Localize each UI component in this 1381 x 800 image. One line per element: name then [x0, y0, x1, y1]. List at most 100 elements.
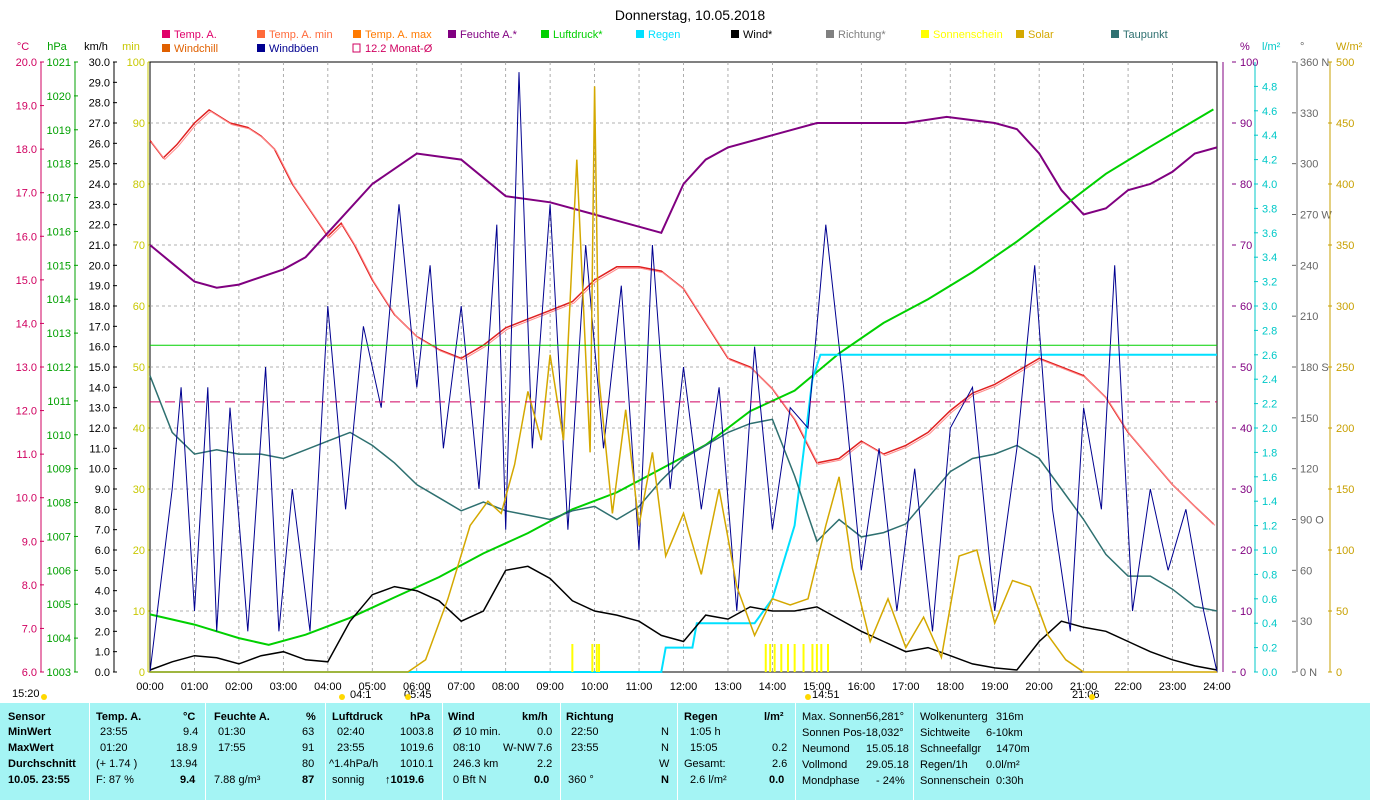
wind-tick-label: 21.0 [89, 240, 110, 252]
temp-tick-label: 15.0 [16, 275, 37, 287]
temp-min: 9.4 [183, 726, 199, 738]
legend-swatch [731, 30, 739, 38]
wind-tick-label: 18.0 [89, 301, 110, 313]
rain-header: Regen [684, 711, 718, 723]
direction-tick-label: 0 N [1300, 667, 1317, 679]
minutes-tick-label: 60 [133, 301, 145, 313]
temp-tick-label: 8.0 [22, 580, 37, 592]
rain-r4-label: 2.6 l/m² [690, 774, 727, 786]
cloud-base-value: 316m [996, 711, 1024, 723]
wind-r1-label: Ø 10 min. [453, 726, 501, 738]
series-line [151, 110, 1216, 526]
pressure-tick-label: 1021 [47, 57, 71, 69]
temp-tick-label: 9.0 [22, 536, 37, 548]
sun-marker-label: 21:06 [1072, 689, 1100, 701]
pressure-min-time: 02:40 [337, 726, 365, 738]
time-tick-label: 05:00 [359, 681, 387, 693]
direction-tick-label: 210 [1300, 311, 1318, 323]
direction-r1-time: 22:50 [571, 726, 599, 738]
rain-tick-label: 3.2 [1262, 277, 1277, 289]
stats-panel: Sensor MinWert MaxWert Durchschnitt 10.0… [0, 703, 1370, 800]
temp-tick-label: 7.0 [22, 623, 37, 635]
legend-swatch [636, 30, 644, 38]
direction-tick-label: 360 N [1300, 57, 1329, 69]
weather-chart: Donnerstag, 10.05.2018 Temp. A. Temp. A. … [12, 7, 1363, 701]
temp-tick-label: 6.0 [22, 667, 37, 679]
pressure-unit-label: hPa [47, 41, 67, 53]
pressure-tick-label: 1011 [47, 396, 71, 408]
humidity-tick-label: 90 [1240, 118, 1252, 130]
humidity-tick-label: 40 [1240, 423, 1252, 435]
humidity-tick-label: 50 [1240, 362, 1252, 374]
legend-label: 12.2 Monat-Ø [365, 43, 433, 55]
wind-tick-label: 26.0 [89, 138, 110, 150]
wind-tick-label: 24.0 [89, 179, 110, 191]
legend-swatch [1111, 30, 1119, 38]
sun-pos-label: Sonnen Pos [802, 727, 862, 739]
wind-r3-label: 246.3 km [453, 758, 499, 770]
pressure-tick-label: 1012 [47, 362, 71, 374]
solar-tick-label: 150 [1336, 484, 1354, 496]
pressure-tick-label: 1016 [47, 226, 71, 238]
wind-tick-label: 13.0 [89, 403, 110, 415]
pressure-tick-label: 1005 [47, 599, 71, 611]
legend-label: Temp. A. [174, 29, 217, 41]
direction-tick-label: 180 S [1300, 362, 1329, 374]
wind-tick-label: 7.0 [95, 525, 110, 537]
time-tick-label: 00:00 [136, 681, 164, 693]
time-tick-label: 15:00 [803, 681, 831, 693]
pressure-min: 1003.8 [400, 726, 434, 738]
rain-tick-label: 0.4 [1262, 618, 1277, 630]
sun-marker-label: 04:1 [350, 689, 371, 701]
direction-unit-label: ° [1300, 41, 1304, 53]
sun-marker-icon [339, 694, 345, 700]
wind-r2-dir: W-NW [503, 742, 536, 754]
direction-tick-label: 330 [1300, 108, 1318, 120]
rain-tick-label: 4.2 [1262, 155, 1277, 167]
time-tick-label: 21:00 [1070, 681, 1098, 693]
legend-swatch [257, 30, 265, 38]
wind-tick-label: 28.0 [89, 98, 110, 110]
direction-tick-label: 90 O [1300, 515, 1324, 527]
direction-r4-dir: N [661, 774, 669, 786]
legend-swatch [448, 30, 456, 38]
legend-label: Luftdruck* [553, 29, 603, 41]
legend-label: Windchill [174, 43, 218, 55]
chart-title: Donnerstag, 10.05.2018 [615, 7, 765, 23]
snowline-label: Schneefallgr [920, 743, 982, 755]
rain-r3-label: Gesamt: [684, 758, 726, 770]
cloud-base-label: Wolkenunterg [920, 711, 988, 723]
moon-phase-value: - 24% [876, 775, 905, 787]
series-line [149, 375, 1218, 612]
humidity-avg: 80 [302, 758, 315, 770]
time-tick-label: 01:00 [181, 681, 209, 693]
minutes-tick-label: 10 [133, 606, 145, 618]
sunshine-label: Sonnenschein [920, 775, 990, 787]
temp-min-time: 23:55 [100, 726, 128, 738]
temp-max-time: 01:20 [100, 742, 128, 754]
wind-unit: km/h [522, 711, 548, 723]
pressure-tick-label: 1014 [47, 294, 71, 306]
temp-header: Temp. A. [96, 711, 142, 723]
pressure-tick-label: 1004 [47, 633, 71, 645]
wind-tick-label: 25.0 [89, 159, 110, 171]
solar-tick-label: 450 [1336, 118, 1354, 130]
pressure-tick-label: 1009 [47, 464, 71, 476]
legend-label: Regen [648, 29, 680, 41]
time-tick-label: 24:00 [1203, 681, 1231, 693]
pressure-max-time: 23:55 [337, 742, 365, 754]
legend-swatch [826, 30, 834, 38]
time-tick-label: 11:00 [626, 681, 653, 693]
pressure-tick-label: 1018 [47, 159, 71, 171]
solar-tick-label: 50 [1336, 606, 1348, 618]
time-tick-label: 20:00 [1025, 681, 1053, 693]
wind-tick-label: 8.0 [95, 504, 110, 516]
temp-now-note: F: 87 % [96, 774, 134, 786]
time-tick-label: 07:00 [447, 681, 475, 693]
pressure-tick-label: 1019 [47, 125, 71, 137]
pressure-now-note: sonnig [332, 774, 365, 786]
time-tick-label: 14:00 [759, 681, 787, 693]
direction-r4-val: 360 ° [568, 774, 594, 786]
legend-label: Taupunkt [1123, 29, 1168, 41]
legend-swatch [921, 30, 929, 38]
